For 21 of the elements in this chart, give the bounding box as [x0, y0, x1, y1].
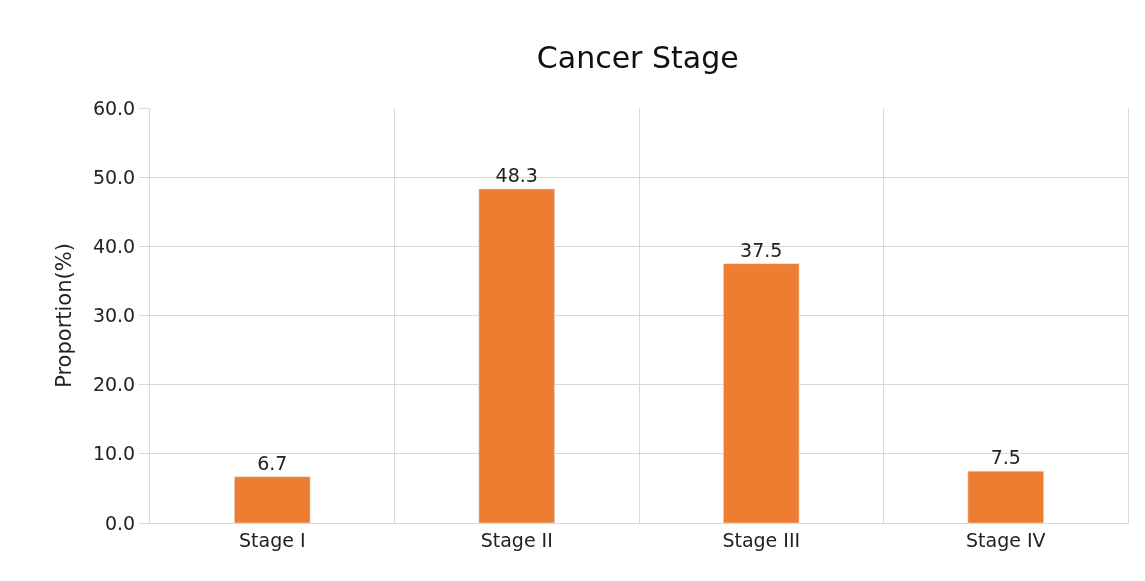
data-label: 7.5	[990, 446, 1021, 469]
y-tick-label: 30.0	[92, 304, 136, 327]
y-tick-label: 60.0	[92, 96, 136, 119]
data-label: 37.5	[740, 238, 783, 261]
y-tick-label: 40.0	[92, 234, 136, 257]
bar	[234, 476, 311, 523]
y-tick-label: 10.0	[92, 442, 136, 465]
bar	[478, 188, 555, 523]
bar	[967, 470, 1044, 523]
y-tick-label: 50.0	[92, 165, 136, 188]
y-axis-title: Proportion(%)	[52, 243, 77, 388]
x-tick-label: Stage II	[480, 528, 553, 551]
bar	[723, 263, 800, 523]
x-tick-label: Stage IV	[965, 528, 1046, 551]
y-tick-label: 20.0	[92, 373, 136, 396]
y-tick-label: 0.0	[104, 511, 136, 534]
x-tick-label: Stage III	[722, 528, 801, 551]
data-label: 48.3	[495, 163, 538, 186]
x-tick-label: Stage I	[238, 528, 306, 551]
data-label: 6.7	[257, 451, 288, 474]
chart-title: Cancer Stage	[536, 39, 739, 75]
